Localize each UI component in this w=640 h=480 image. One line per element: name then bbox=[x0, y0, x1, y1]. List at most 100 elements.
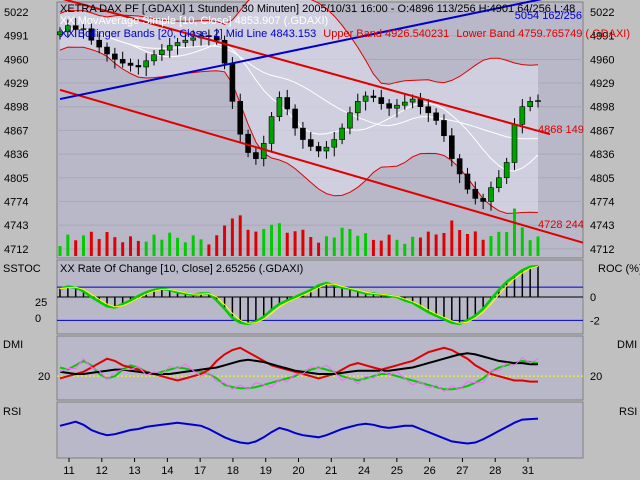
price-axis: 5022 5022 4991 4991 4960 4960 4929 4929 4898 4898… bbox=[4, 7, 614, 256]
candle-body bbox=[190, 37, 197, 41]
volume-bar bbox=[379, 240, 383, 256]
candlesticks bbox=[57, 18, 541, 211]
candle-body bbox=[206, 35, 212, 37]
volume-bar bbox=[426, 231, 430, 256]
volume-bars bbox=[58, 208, 540, 256]
candle-body bbox=[511, 123, 518, 163]
roc-signal-line bbox=[59, 265, 539, 324]
candle-body bbox=[386, 103, 392, 109]
rsi-label-left: RSI bbox=[3, 406, 21, 418]
legend-upper-band: Upper Band 4926.540231 bbox=[323, 28, 449, 40]
price-tick-left: 4991 bbox=[4, 31, 28, 43]
volume-bar bbox=[309, 237, 313, 256]
x-tick-label: 12 bbox=[96, 465, 108, 477]
price-tick-right: 4805 bbox=[590, 173, 614, 185]
candle-body bbox=[488, 187, 494, 202]
roc-tick-left: 0 bbox=[35, 313, 41, 325]
volume-bar bbox=[481, 239, 485, 256]
x-tick-label: 17 bbox=[194, 465, 206, 477]
price-tick-right: 4898 bbox=[590, 102, 614, 114]
volume-bar bbox=[505, 232, 509, 256]
price-tick-right: 4929 bbox=[590, 78, 614, 90]
dmi-indicator: DMI 20 20 bbox=[3, 339, 602, 393]
roc-unit-label: ROC (%) bbox=[598, 263, 640, 275]
volume-bar bbox=[58, 246, 62, 256]
dmi-series-adx bbox=[59, 352, 538, 375]
roc-tick-left: 25 bbox=[35, 297, 47, 309]
candle-body bbox=[464, 173, 471, 190]
candle-body bbox=[229, 62, 236, 102]
volume-bar bbox=[113, 237, 117, 256]
rsi-indicator bbox=[59, 417, 539, 445]
x-tick-label: 21 bbox=[325, 465, 337, 477]
volume-bar bbox=[152, 234, 156, 256]
candle-body bbox=[449, 135, 455, 159]
candle-body bbox=[237, 101, 244, 135]
volume-bar bbox=[168, 232, 172, 256]
volume-bar bbox=[97, 239, 101, 256]
volume-bar bbox=[395, 239, 399, 256]
volume-bar bbox=[317, 242, 321, 256]
volume-bar bbox=[105, 232, 109, 256]
volume-bar bbox=[324, 236, 328, 256]
volume-bar bbox=[301, 229, 305, 256]
volume-bar bbox=[160, 239, 164, 256]
dmi-tick-right: 20 bbox=[590, 371, 602, 383]
volume-bar bbox=[223, 225, 227, 256]
candle-body bbox=[213, 36, 220, 41]
candle-body bbox=[480, 198, 486, 202]
candle-body bbox=[221, 39, 228, 64]
channel-upper-line bbox=[62, 0, 551, 136]
volume-bar bbox=[230, 218, 234, 256]
volume-bar bbox=[74, 240, 78, 256]
volume-bar bbox=[238, 215, 242, 256]
price-tick-right: 4836 bbox=[590, 149, 614, 161]
volume-bar bbox=[66, 234, 70, 256]
price-tick-left: 4805 bbox=[4, 173, 28, 185]
price-tick-left: 4960 bbox=[4, 54, 28, 66]
volume-bar bbox=[465, 234, 469, 256]
candle-body bbox=[425, 106, 432, 114]
legend-line-3: XX Bollinger Bands [20, Close, 2] Mid Li… bbox=[60, 28, 630, 40]
trend-channel bbox=[59, 0, 584, 244]
candle-body bbox=[159, 49, 165, 56]
candle-body bbox=[409, 98, 416, 103]
volume-bar bbox=[458, 230, 462, 256]
volume-bar bbox=[270, 224, 274, 256]
x-tick-label: 11 bbox=[63, 465, 74, 477]
price-tick-left: 4867 bbox=[4, 125, 28, 137]
roc-tick-right: -2 bbox=[590, 315, 600, 327]
candle-body bbox=[315, 146, 322, 152]
blue-trendline bbox=[59, 0, 543, 101]
volume-bar bbox=[450, 220, 454, 256]
channel-lower-line bbox=[59, 88, 584, 244]
volume-bar bbox=[473, 231, 477, 256]
candle-body bbox=[456, 158, 463, 175]
volume-bar bbox=[536, 236, 540, 256]
x-tick-label: 20 bbox=[292, 465, 304, 477]
x-tick-label: 24 bbox=[358, 465, 370, 477]
rsi-panel bbox=[56, 401, 584, 459]
candle-body bbox=[370, 95, 377, 98]
candle-body bbox=[88, 28, 95, 41]
x-tick-label: 14 bbox=[161, 465, 173, 477]
candle-body bbox=[401, 101, 408, 106]
volume-bar bbox=[207, 244, 211, 256]
price-tick-left: 4774 bbox=[4, 196, 28, 208]
volume-bar bbox=[199, 239, 203, 256]
volume-bar bbox=[528, 240, 532, 256]
rsi-line bbox=[59, 417, 539, 445]
volume-bar bbox=[332, 237, 336, 256]
volume-bar bbox=[364, 233, 368, 256]
volume-bar bbox=[285, 232, 289, 256]
volume-bar bbox=[418, 237, 422, 256]
x-tick-label: 31 bbox=[522, 465, 534, 477]
x-tick-label: 28 bbox=[489, 465, 501, 477]
price-tick-right: 4867 bbox=[590, 125, 614, 137]
candle-body bbox=[80, 28, 87, 31]
roc-tick-right: 0 bbox=[590, 292, 596, 304]
candle-body bbox=[472, 188, 479, 199]
candle-body bbox=[135, 65, 142, 68]
dmi-tick-left: 20 bbox=[38, 371, 50, 383]
